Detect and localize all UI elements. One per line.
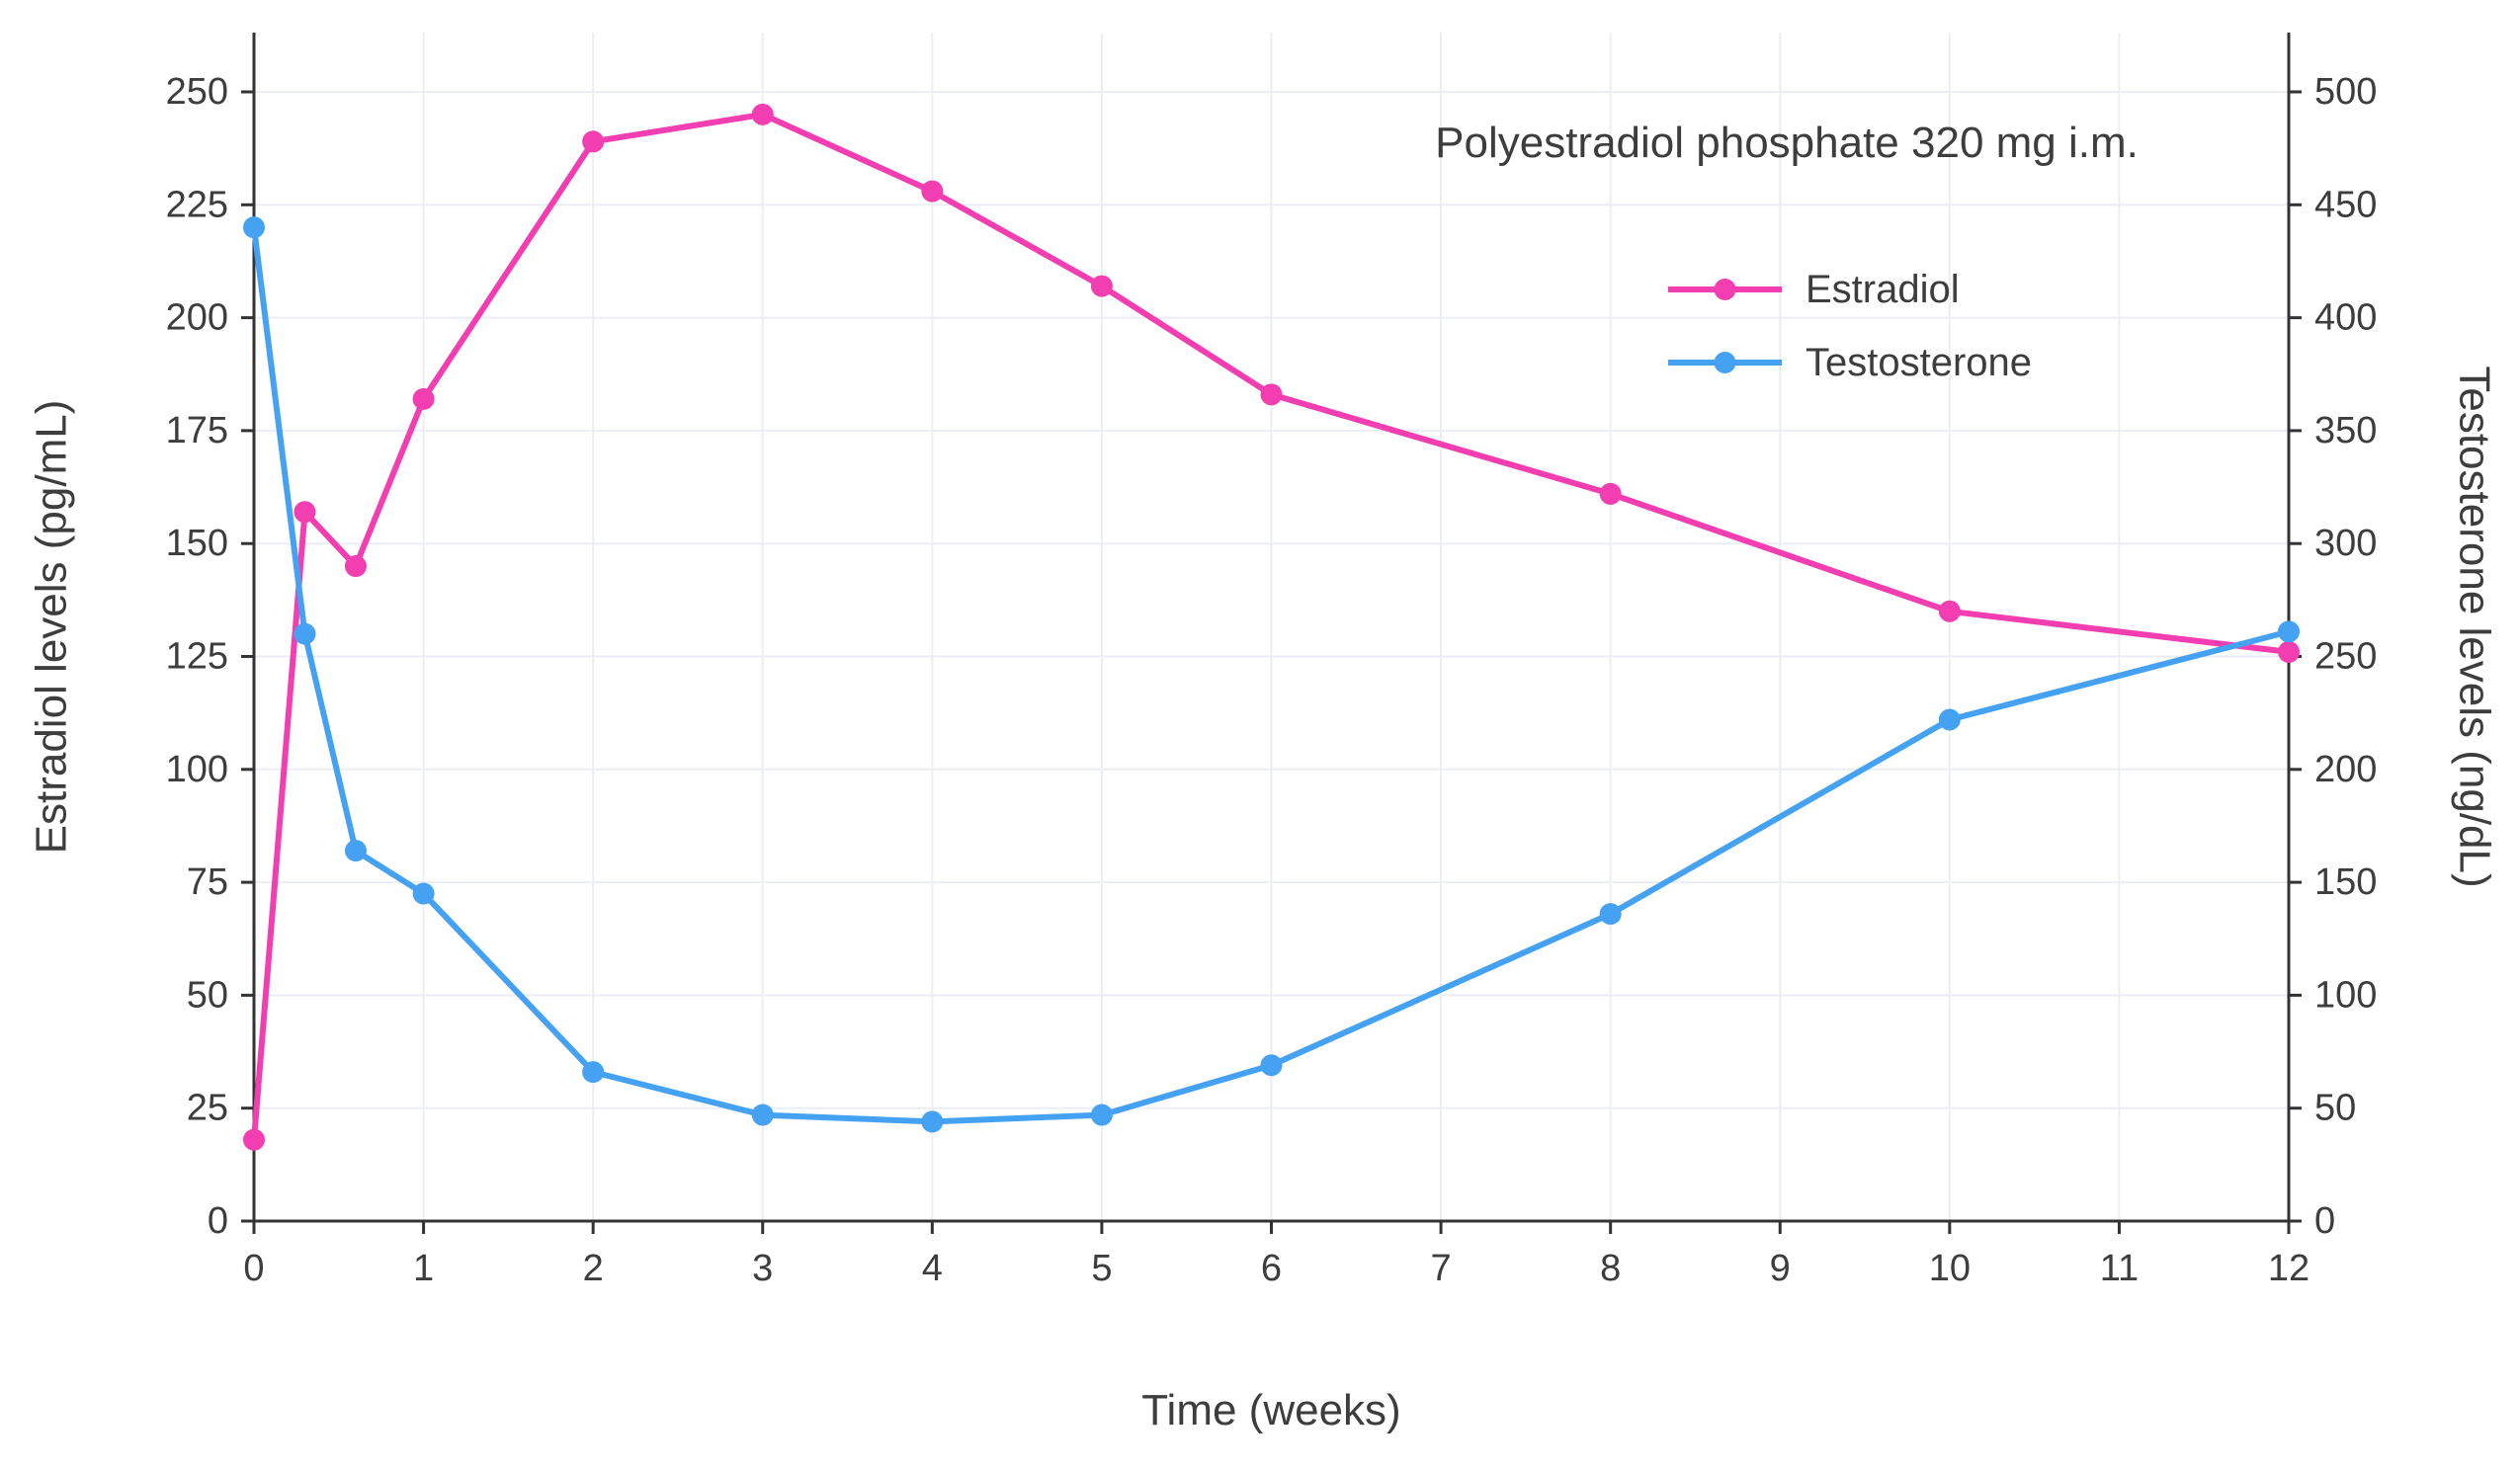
estradiol-marker	[1599, 482, 1622, 505]
y-left-tick-label: 50	[187, 974, 228, 1016]
series-estradiol	[243, 103, 2300, 1151]
testosterone-marker	[751, 1104, 774, 1126]
y-left-tick-label: 175	[166, 410, 228, 451]
testosterone-marker	[412, 882, 435, 905]
y-right-axis-title: Testosterone levels (ng/dL)	[2451, 366, 2499, 887]
y-left-tick-label: 0	[208, 1200, 228, 1242]
testosterone-marker	[243, 216, 265, 239]
gridlines	[254, 33, 2289, 1221]
y-right-tick-label: 400	[2314, 297, 2377, 339]
estradiol-marker	[1090, 275, 1113, 297]
y-right-tick-label: 150	[2314, 861, 2377, 903]
x-tick-label: 7	[1431, 1248, 1452, 1289]
axis-titles: Time (weeks) Estradiol levels (pg/mL) Test…	[28, 366, 2499, 1434]
testosterone-line	[251, 224, 2292, 1125]
estradiol-marker	[1260, 383, 1283, 406]
x-tick-label: 5	[1091, 1248, 1112, 1289]
y-left-tick-label: 100	[166, 749, 228, 790]
legend-item-testosterone[interactable]: Testosterone	[1668, 341, 2032, 384]
y-left-tick-label: 225	[166, 184, 228, 225]
estradiol-marker	[294, 501, 316, 524]
estradiol-line	[251, 111, 2292, 1143]
testosterone-marker	[1938, 708, 1961, 731]
y-left-axis-title: Estradiol levels (pg/mL)	[28, 400, 76, 855]
tick-labels: 0 1 2 3 4 5 6 7 8 9 10 11 12025507510012515017520022…	[166, 71, 2378, 1289]
y-right-tick-label: 100	[2314, 974, 2377, 1016]
y-right-tick-label: 0	[2314, 1200, 2335, 1242]
x-tick-label: 4	[922, 1248, 943, 1289]
y-left-tick-label: 75	[187, 861, 228, 903]
testosterone-marker	[1599, 903, 1622, 926]
y-left-tick-label: 200	[166, 297, 228, 339]
series-testosterone	[243, 216, 2300, 1133]
y-left-tick-label: 250	[166, 71, 228, 113]
x-tick-label: 8	[1600, 1248, 1621, 1289]
y-left-tick-label: 150	[166, 523, 228, 564]
x-tick-label: 3	[752, 1248, 773, 1289]
testosterone-marker	[1090, 1104, 1113, 1126]
legend-label: Testosterone	[1806, 341, 2032, 384]
y-left-tick-label: 125	[166, 636, 228, 678]
legend-label: Estradiol	[1806, 268, 1960, 311]
x-tick-label: 1	[413, 1248, 434, 1289]
estradiol-marker	[412, 387, 435, 410]
x-axis-title: Time (weeks)	[1141, 1386, 1400, 1434]
estradiol-marker	[344, 555, 367, 578]
x-tick-label: 2	[583, 1248, 604, 1289]
testosterone-marker	[1260, 1054, 1283, 1077]
estradiol-marker	[751, 103, 774, 125]
testosterone-marker	[582, 1061, 605, 1084]
y-right-tick-label: 350	[2314, 410, 2377, 451]
x-tick-label: 0	[243, 1248, 264, 1289]
y-right-tick-label: 500	[2314, 71, 2377, 113]
y-right-tick-label: 200	[2314, 749, 2377, 790]
y-right-tick-label: 300	[2314, 523, 2377, 564]
legend: Estradiol Testosterone	[1668, 268, 2032, 384]
legend-item-estradiol[interactable]: Estradiol	[1668, 268, 1960, 311]
testosterone-marker	[2278, 620, 2300, 643]
testosterone-marker	[344, 840, 367, 862]
y-right-tick-label: 50	[2314, 1088, 2356, 1129]
estradiol-marker	[2278, 640, 2300, 663]
y-right-tick-label: 450	[2314, 184, 2377, 225]
estradiol-marker	[243, 1128, 265, 1151]
testosterone-marker	[294, 622, 316, 645]
x-tick-label: 10	[1929, 1248, 1971, 1289]
legend-marker-sample	[1714, 352, 1736, 373]
chart-annotation: Polyestradiol phosphate 320 mg i.m.	[1435, 119, 2139, 167]
x-tick-label: 6	[1261, 1248, 1282, 1289]
y-left-tick-label: 25	[187, 1088, 228, 1129]
y-right-tick-label: 250	[2314, 636, 2377, 678]
x-tick-label: 12	[2268, 1248, 2310, 1289]
x-tick-label: 9	[1770, 1248, 1791, 1289]
testosterone-marker	[921, 1110, 944, 1133]
estradiol-marker	[1938, 600, 1961, 622]
estradiol-marker	[582, 130, 605, 153]
estradiol-marker	[921, 180, 944, 203]
legend-marker-sample	[1714, 279, 1736, 300]
x-tick-label: 11	[2100, 1248, 2139, 1289]
